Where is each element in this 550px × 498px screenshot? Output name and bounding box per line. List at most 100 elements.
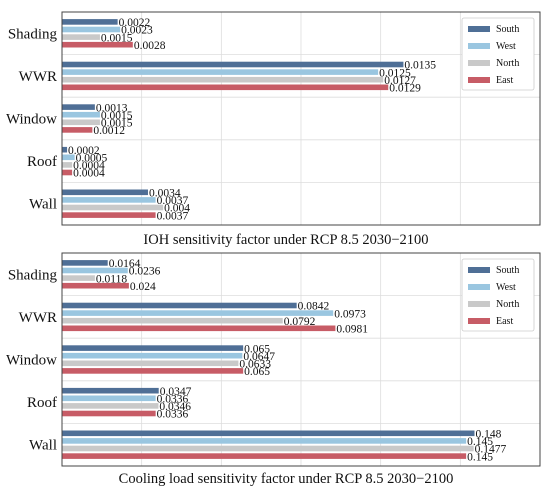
panel-1-category-label: Window: [6, 112, 57, 128]
panel-2-data-label: 0.065: [244, 343, 270, 355]
panel-1-data-label: 0.0004: [73, 160, 105, 172]
panel-2-bar-north: [62, 445, 474, 452]
panel-2-bar-south: [62, 260, 108, 266]
panel-2-data-label: 0.0164: [109, 258, 141, 270]
panel-1-bar-west: [62, 197, 156, 203]
panel-1-data-label: 0.0037: [157, 210, 189, 222]
panel-1-data-label: 0.0002: [68, 145, 100, 157]
panel-2-bar-south: [62, 387, 159, 394]
panel-1-bar-north: [62, 204, 164, 211]
panel-2-legend-swatch-east: [468, 318, 490, 324]
panel-1-data-label: 0.0015: [101, 110, 133, 122]
panel-1-legend-swatch-south: [468, 26, 490, 32]
panel-1-category-label: Wall: [29, 197, 57, 213]
panel-2-bar-west: [62, 352, 243, 359]
panel-1-category-label: Shading: [8, 26, 58, 42]
panel-2-data-label: 0.0633: [239, 359, 271, 371]
panel-2-frame: [61, 252, 541, 467]
panel-1-bar-east: [62, 169, 73, 176]
panel-2-bar-east: [62, 410, 156, 417]
panel-1-bar-west: [62, 69, 379, 75]
panel-1-data-label: 0.0013: [96, 102, 128, 114]
panel-2-bar-west: [62, 310, 334, 316]
panel-2-legend-label-east: East: [496, 316, 513, 327]
panel-2-bar-south: [62, 430, 475, 437]
panel-2-bar-east: [62, 453, 467, 459]
panel-1-bar-south: [62, 146, 68, 153]
panel-1-data-label: 0.0037: [157, 195, 189, 207]
panel-1-bar-west: [62, 111, 100, 118]
panel-2-legend-label-north: North: [496, 299, 519, 310]
panel-1-bar-north: [62, 76, 384, 83]
panel-2-category-label: Wall: [29, 438, 57, 454]
panel-2-bar-west: [62, 438, 467, 444]
panel-1-data-label: 0.0135: [404, 60, 436, 72]
panel-2-data-label: 0.0346: [159, 401, 191, 413]
panel-1-bar-east: [62, 84, 389, 91]
panel-1-data-label: 0.0015: [101, 32, 133, 44]
panel-2-category-label: WWR: [19, 310, 57, 326]
panel-2-legend-label-west: West: [496, 282, 516, 293]
panel-2-bar-south: [62, 345, 244, 351]
panel-1-bar-south: [62, 189, 148, 196]
panel-2-data-label: 0.024: [130, 281, 156, 293]
panel-2-category-label: Roof: [27, 395, 57, 411]
panel-2-title: Cooling load sensitivity factor under RC…: [119, 471, 454, 487]
panel-1-frame: [61, 11, 541, 226]
panel-2-data-label: 0.0336: [157, 394, 189, 406]
panel-2-data-label: 0.148: [476, 429, 502, 441]
panel-1-bar-south: [62, 104, 95, 110]
panel-2-legend-label-south: South: [496, 265, 519, 276]
panel-1-data-label: 0.0129: [389, 83, 421, 95]
panel-1-data-label: 0.0004: [73, 168, 105, 180]
panel-2-data-label: 0.0118: [96, 273, 127, 285]
panel-1-title: IOH sensitivity factor under RCP 8.5 203…: [143, 232, 428, 248]
panel-1-data-label: 0.0012: [93, 125, 125, 137]
panel-2-bar-north: [62, 275, 95, 281]
panel-1-data-label: 0.0015: [101, 118, 133, 130]
panel-1-bar-south: [62, 61, 404, 68]
panel-2-data-label: 0.0336: [157, 409, 189, 421]
panel-2-data-label: 0.145: [467, 451, 493, 463]
panel-2-data-label: 0.0981: [336, 324, 368, 336]
panel-1-category-label: Roof: [27, 154, 57, 170]
panel-1-bar-west: [62, 154, 75, 161]
panel-2-bar-west: [62, 395, 156, 402]
panel-1-legend-label-north: North: [496, 58, 519, 69]
panel-1-data-label: 0.004: [164, 203, 190, 215]
panel-2-category-label: Window: [6, 353, 57, 369]
panel-2-data-label: 0.0973: [334, 308, 366, 320]
panel-1-data-label: 0.0022: [119, 17, 151, 29]
panel-2-legend-swatch-north: [468, 301, 490, 307]
panel-2-bar-east: [62, 368, 244, 374]
panel-1-category-label: WWR: [19, 69, 57, 85]
panel-1-legend-swatch-east: [468, 77, 490, 83]
panel-1-bar-south: [62, 19, 118, 25]
panel-2-data-label: 0.0347: [160, 386, 192, 398]
panel-2-bar-north: [62, 360, 239, 367]
panel-1-legend-label-south: South: [496, 24, 519, 35]
panel-2-bar-north: [62, 317, 283, 324]
panel-1-data-label: 0.0125: [379, 67, 411, 79]
panel-2-data-label: 0.0647: [243, 351, 275, 363]
panel-2-bar-north: [62, 403, 159, 409]
panel-2-bar-east: [62, 282, 129, 289]
panel-1-legend-swatch-west: [468, 43, 490, 49]
panel-2-data-label: 0.1477: [475, 444, 507, 456]
panel-1-legend-swatch-north: [468, 60, 490, 66]
panel-1-bar-east: [62, 212, 156, 218]
panel-1-bar-east: [62, 41, 133, 48]
panel-1-bar-north: [62, 34, 100, 40]
panel-2-legend-swatch-south: [468, 267, 490, 273]
panel-1-data-label: 0.0028: [134, 40, 166, 52]
panel-1-bar-west: [62, 26, 121, 33]
panel-2-bar-east: [62, 325, 336, 332]
panel-2-data-label: 0.0792: [284, 316, 316, 328]
panel-1-legend-box: [461, 17, 535, 91]
panel-2-legend-box: [461, 258, 535, 332]
panel-2-data-label: 0.065: [244, 366, 270, 378]
panel-1-data-label: 0.0023: [121, 25, 153, 37]
panel-1-data-label: 0.0005: [76, 153, 108, 165]
panel-2-category-label: Shading: [8, 267, 58, 283]
